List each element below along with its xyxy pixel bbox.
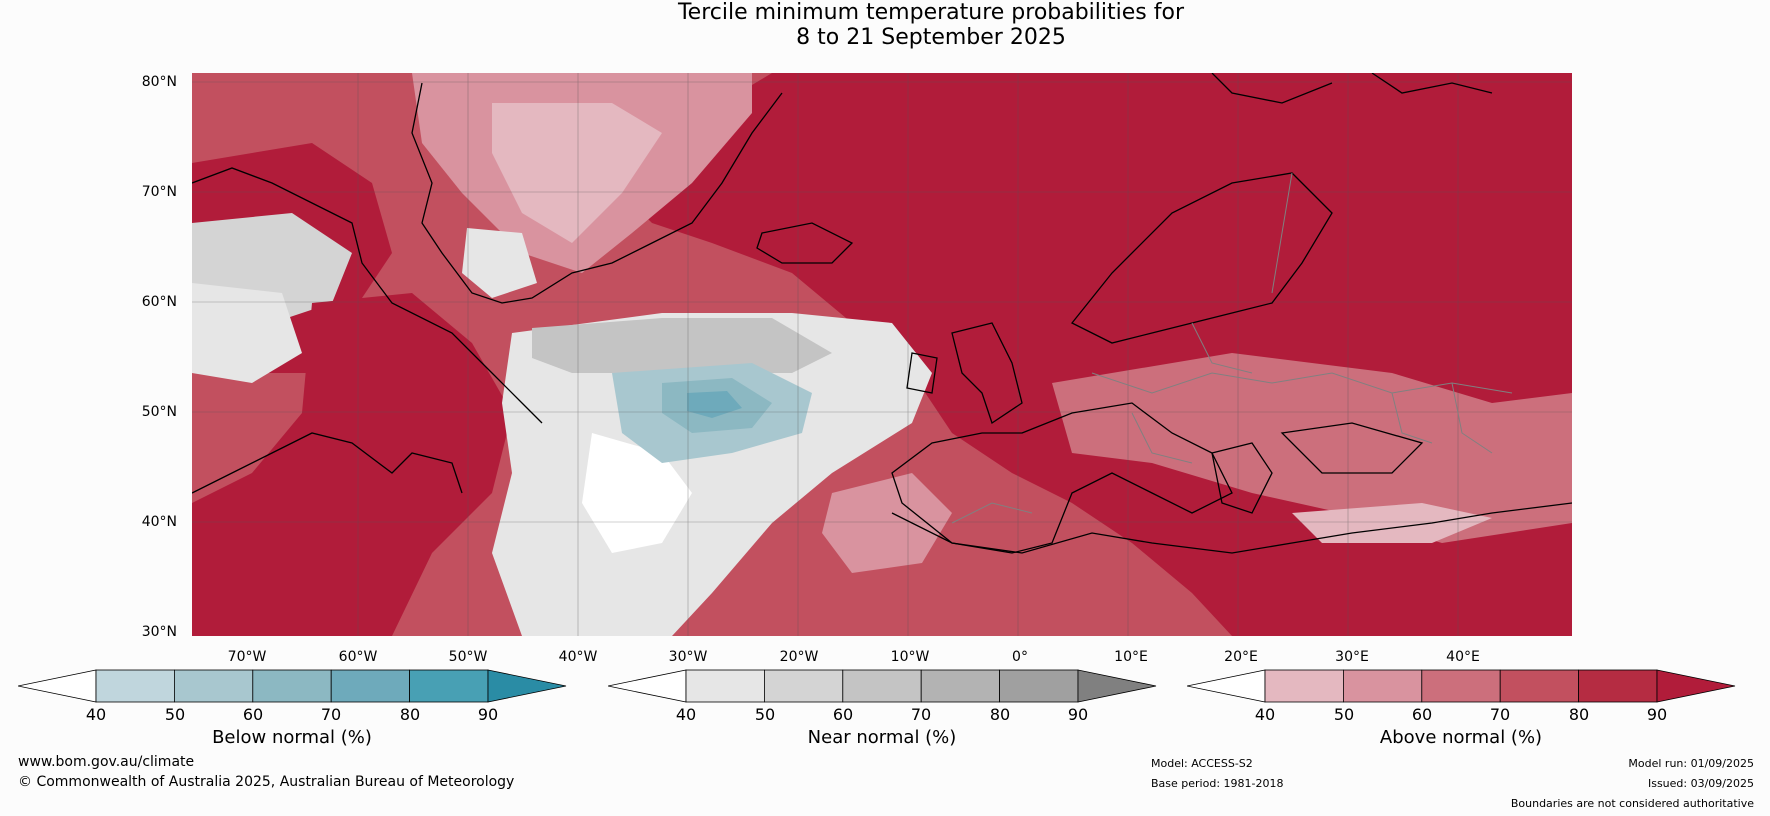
lon-label-0: 0° (1012, 649, 1028, 665)
cb-near-swatches (608, 669, 1157, 703)
cb-above-tick-80: 80 (1568, 705, 1590, 724)
cb-above-tick-60: 60 (1411, 705, 1433, 724)
colorbar-swatch (763, 669, 844, 703)
country-borders (951, 172, 1513, 524)
colorbar-swatch (1264, 669, 1344, 703)
colorbar-swatch (999, 669, 1079, 703)
footer-copyright: © Commonwealth of Australia 2025, Austra… (18, 774, 515, 790)
cb-below-tick-70: 70 (320, 705, 342, 724)
lon-label-70w: 70°W (227, 649, 267, 665)
footer-base-period: Base period: 1981-2018 (1151, 777, 1284, 790)
colorbar-extend-low (18, 669, 97, 703)
colorbar-swatch (1421, 669, 1501, 703)
cb-near-tick-90: 90 (1067, 705, 1089, 724)
cb-near-tick-80: 80 (989, 705, 1011, 724)
cb-below-tick-40: 40 (85, 705, 107, 724)
colorbar-above-normal (1187, 669, 1736, 703)
title-line-2: 8 to 21 September 2025 (796, 25, 1066, 50)
cb-above-tick-90: 90 (1646, 705, 1668, 724)
near-normal-greenland-tip (462, 228, 537, 298)
near-normal-caspian-strip (1292, 503, 1492, 543)
lat-label-40n: 40°N (141, 514, 177, 530)
colorbar-below-normal (18, 669, 567, 703)
colorbar-swatch (842, 669, 922, 703)
cb-below-label: Below normal (%) (212, 727, 372, 748)
cb-below-tick-80: 80 (399, 705, 421, 724)
below-normal-cluster-peak (687, 391, 742, 418)
colorbar-extend-low (608, 669, 687, 703)
cb-near-tick-40: 40 (675, 705, 697, 724)
above-60-europe-interior (1052, 353, 1572, 543)
cb-below-tick-50: 50 (164, 705, 186, 724)
colorbar-swatch (173, 669, 254, 703)
footer-model: Model: ACCESS-S2 (1151, 757, 1253, 770)
lat-label-50n: 50°N (141, 404, 177, 420)
colorbar-near-normal (608, 669, 1157, 703)
colorbar-extend-high (1077, 669, 1157, 703)
title-line-1: Tercile minimum temperature probabilitie… (677, 0, 1185, 25)
colorbar-extend-high (1656, 669, 1736, 703)
cb-above-label: Above normal (%) (1379, 727, 1543, 748)
lat-label-30n: 30°N (141, 624, 177, 640)
lon-label-10e: 10°E (1114, 649, 1148, 665)
cb-near-tick-70: 70 (910, 705, 932, 724)
above-50-greenland-core (492, 103, 662, 243)
near-normal-atlantic-core (532, 318, 832, 373)
colorbar-extend-high (487, 669, 567, 703)
lon-label-40w: 40°W (558, 649, 598, 665)
lon-label-50w: 50°W (448, 649, 488, 665)
cb-below-swatches (18, 669, 567, 703)
cb-near-tick-50: 50 (754, 705, 776, 724)
colorbar-swatch (920, 669, 1001, 703)
cb-above-tick-40: 40 (1254, 705, 1276, 724)
colorbar-extend-low (1187, 669, 1266, 703)
footer-disclaimer: Boundaries are not considered authoritat… (1510, 797, 1754, 810)
lon-label-30w: 30°W (668, 649, 708, 665)
near-normal-atlantic (492, 313, 932, 636)
lat-label-80n: 80°N (141, 74, 177, 90)
cb-near-label: Near normal (%) (807, 727, 957, 748)
white-atlantic-patch (582, 433, 692, 553)
footer-issued: Issued: 03/09/2025 (1647, 777, 1754, 790)
above-90-labrador-band (192, 293, 512, 636)
lon-label-10w: 10°W (890, 649, 930, 665)
lon-label-40e: 40°E (1446, 649, 1480, 665)
colorbar-swatch (1578, 669, 1658, 703)
lat-label-60n: 60°N (141, 294, 177, 310)
cb-above-tick-70: 70 (1489, 705, 1511, 724)
footer-model-run: Model run: 01/09/2025 (1628, 757, 1754, 770)
cb-below-tick-90: 90 (477, 705, 499, 724)
colorbar-swatch (409, 669, 489, 703)
colorbar-swatch (95, 669, 175, 703)
map-canvas (192, 73, 1572, 636)
probability-map (192, 73, 1572, 636)
cb-below-tick-60: 60 (242, 705, 264, 724)
map-title: Tercile minimum temperature probabilitie… (0, 0, 1770, 50)
colorbar-swatch (685, 669, 765, 703)
coastlines (192, 73, 1572, 554)
colorbar-swatch (1499, 669, 1580, 703)
cb-near-tick-60: 60 (832, 705, 854, 724)
graticule (192, 73, 1572, 636)
lon-label-20w: 20°W (779, 649, 819, 665)
near-normal-hudson (192, 283, 302, 383)
lon-label-30e: 30°E (1335, 649, 1369, 665)
cb-above-swatches (1187, 669, 1736, 703)
lon-label-60w: 60°W (338, 649, 378, 665)
footer-website: www.bom.gov.au/climate (18, 754, 195, 770)
lat-label-70n: 70°N (141, 184, 177, 200)
colorbar-swatch (252, 669, 332, 703)
colorbar-swatch (330, 669, 411, 703)
colorbar-swatch (1342, 669, 1423, 703)
above-50-iberia (822, 473, 952, 573)
cb-above-tick-50: 50 (1333, 705, 1355, 724)
lon-label-20e: 20°E (1224, 649, 1258, 665)
